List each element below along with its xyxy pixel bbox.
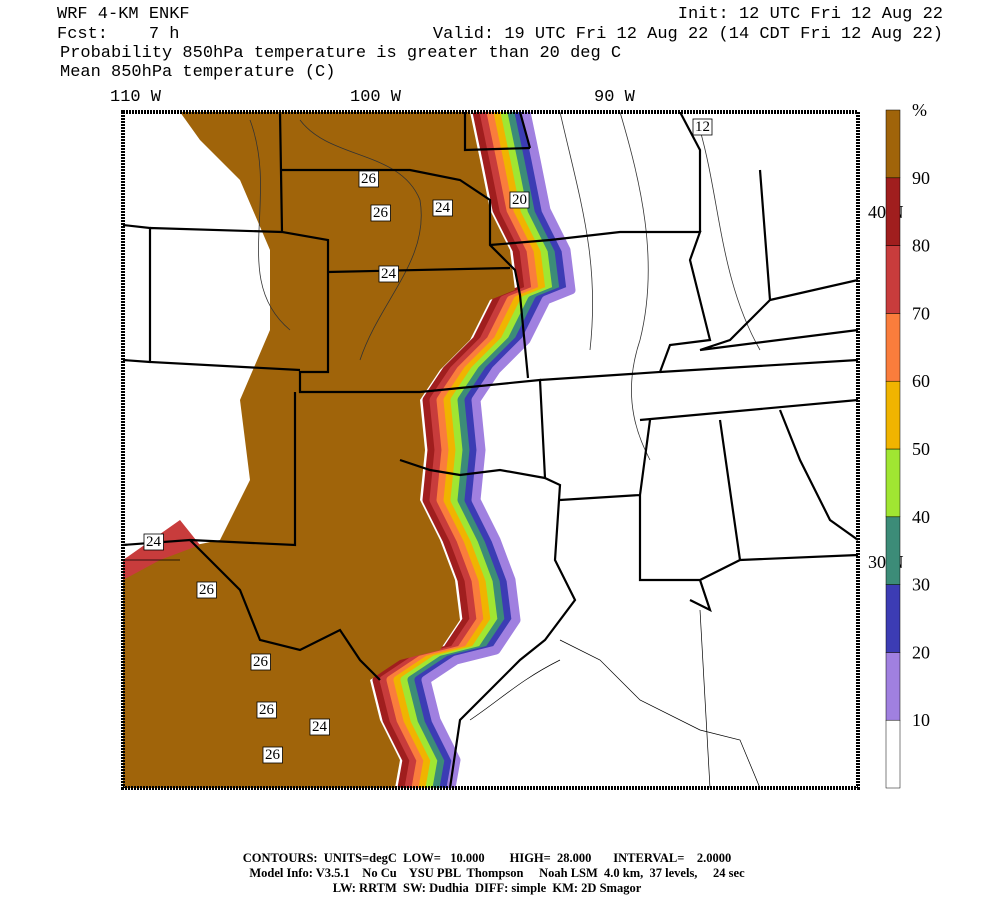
colorbar-band: [885, 313, 901, 382]
contour-label: 26: [253, 654, 269, 670]
footer-line: LW: RRTM SW: Dudhia DIFF: simple KM: 2D …: [333, 881, 642, 895]
init-time: Init: 12 UTC Fri 12 Aug 22: [678, 5, 943, 24]
contour-label: 24: [435, 200, 451, 216]
colorbar-band: [885, 109, 901, 179]
colorbar-band: [885, 380, 901, 450]
colorbar-band: [885, 245, 901, 314]
colorbar-band: [885, 719, 901, 789]
colorbar-unit: %: [912, 100, 927, 120]
contour-label-box: [358, 170, 379, 188]
contour-label: 26: [259, 702, 275, 718]
colorbar-label: 20: [912, 642, 930, 662]
lon-label: 100 W: [350, 88, 402, 107]
contour-label-box: [250, 653, 271, 671]
forecast-hour: Fcst: 7 h: [57, 25, 179, 44]
contour-title: Mean 850hPa temperature (C): [60, 63, 335, 82]
lon-label: 110 W: [110, 88, 162, 107]
colorbar-label: 60: [912, 371, 930, 391]
contour-label-box: [509, 191, 530, 209]
contour-label-box: [143, 533, 164, 551]
contour-label: 20: [512, 192, 527, 208]
model-name: WRF 4-KM ENKF: [57, 5, 190, 24]
contour-label-box: [262, 746, 283, 764]
colorbar-band: [885, 584, 901, 653]
colorbar-label: 30: [912, 575, 930, 595]
colorbar-label: 10: [912, 710, 930, 730]
colorbar-band: [885, 177, 901, 246]
map-frame: [121, 110, 860, 790]
contour-label-box: [256, 701, 277, 719]
map: 12 20 26 26 24 24 24 26 26 26 24 26: [121, 110, 860, 790]
colorbar: % 10 20 30 40 50 60 70 80 90: [885, 100, 930, 789]
footer-line: CONTOURS: UNITS=degC LOW= 10.000 HIGH= 2…: [243, 851, 731, 865]
contour-labels: 12 20 26 26 24 24 24 26 26 26 24 26: [143, 118, 713, 764]
footer-line: Model Info: V3.5.1 No Cu YSU PBL Thompso…: [249, 866, 745, 880]
contour-label: 24: [146, 534, 162, 550]
contour-label: 26: [265, 747, 281, 763]
contour-label: 26: [373, 205, 389, 221]
contour-label: 26: [199, 582, 215, 598]
contour-label-box: [370, 204, 391, 222]
colorbar-label: 70: [912, 303, 930, 323]
colorbar-band: [885, 652, 901, 721]
boundaries: [123, 112, 858, 788]
contour-label-box: [309, 718, 330, 736]
colorbar-label: 50: [912, 439, 930, 459]
lon-label: 90 W: [594, 88, 636, 107]
colorbar-band: [885, 448, 901, 518]
contour-label: 26: [361, 171, 377, 187]
valid-time: Valid: 19 UTC Fri 12 Aug 22 (14 CDT Fri …: [433, 25, 943, 44]
contour-label-box: [432, 199, 453, 217]
colorbar-label: 80: [912, 236, 930, 256]
colorbar-label: 40: [912, 507, 930, 527]
contour-label-box: [692, 118, 713, 136]
probability-area: [123, 112, 515, 788]
contour-label: 12: [695, 119, 710, 135]
contour-label: 24: [381, 266, 397, 282]
colorbar-label: 90: [912, 168, 930, 188]
contour-label: 24: [312, 719, 328, 735]
field-title: Probability 850hPa temperature is greate…: [60, 44, 621, 63]
probability-band: [421, 112, 576, 788]
contour-label-box: [196, 581, 217, 599]
colorbar-band: [885, 516, 901, 585]
contour-label-box: [378, 265, 399, 283]
